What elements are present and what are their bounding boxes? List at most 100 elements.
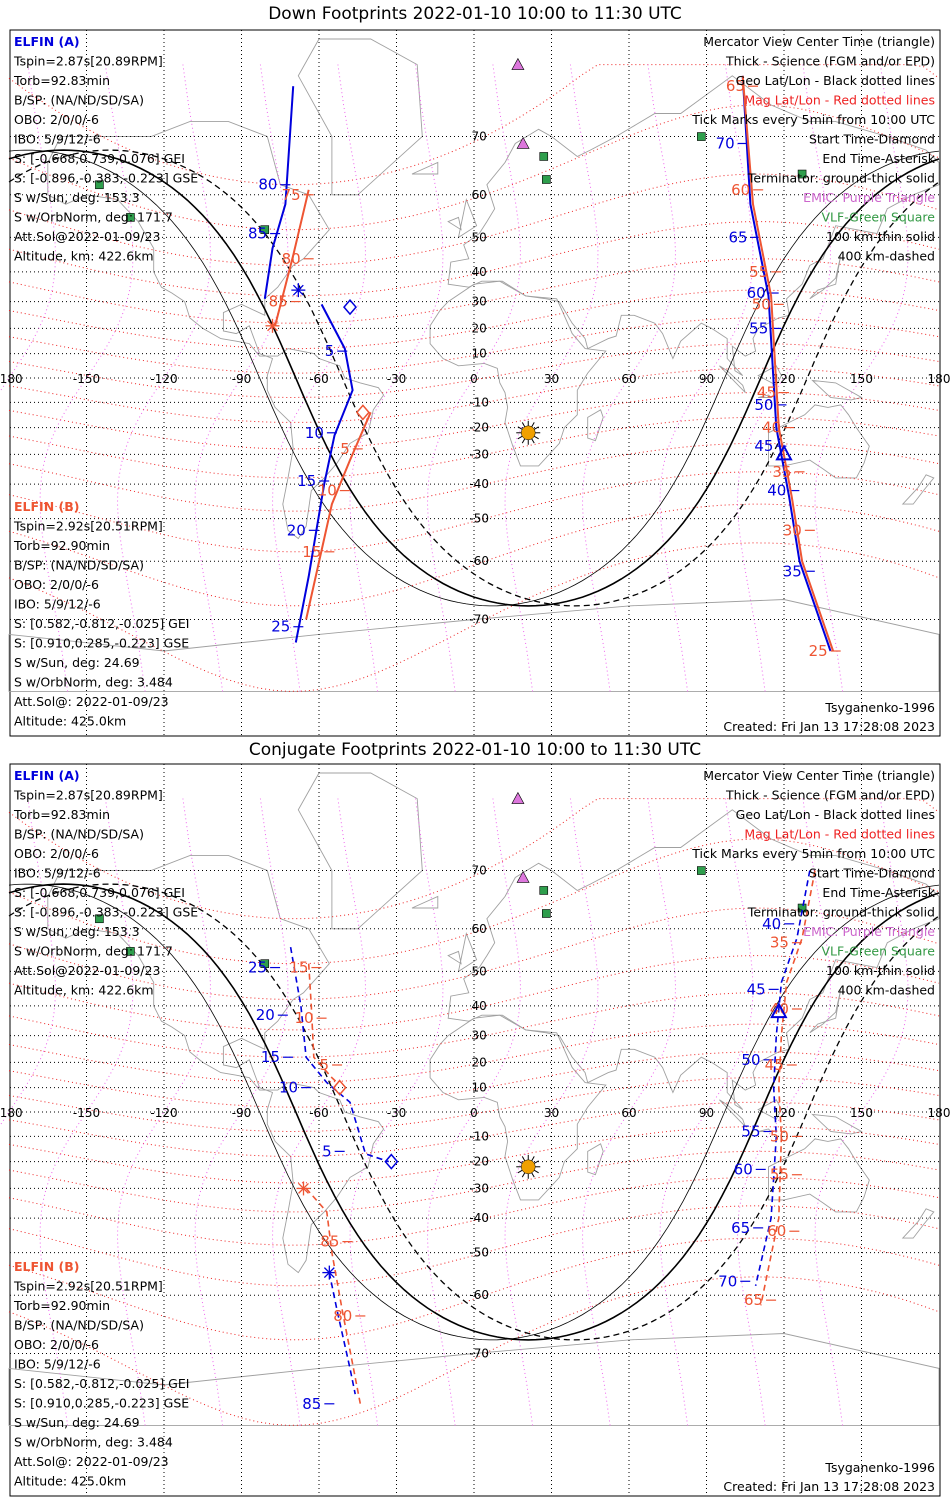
continent-outline [297, 772, 423, 930]
continent-outline [901, 474, 935, 505]
legend-entry: Terminator: ground-thick solid [747, 905, 935, 920]
time-tick-label: 65 [744, 1291, 763, 1309]
legend-entry: Mag Lat/Lon - Red dotted lines [744, 93, 935, 108]
continent-outline [587, 409, 604, 442]
x-tick-label: 150 [850, 1106, 873, 1120]
x-tick-label: 90 [699, 372, 714, 386]
legend-entry: Start Time-Diamond [809, 866, 935, 881]
time-tick-label: 35 [770, 934, 789, 952]
elfin-a-title: ELFIN (A) [14, 768, 80, 783]
vlf-station-marker [542, 175, 551, 184]
legend-entry: Terminator: ground-thick solid [747, 171, 935, 186]
sun-ray [531, 422, 535, 427]
elfin-b-title: ELFIN (B) [14, 1259, 79, 1274]
elfin-b-info-line: Torb=92.90min [13, 538, 110, 553]
elfin-a-info-line: IBO: 5/9/12/-6 [14, 866, 101, 881]
continent-outline [811, 379, 863, 401]
sun-icon [521, 425, 536, 441]
y-tick-label: 60 [472, 188, 487, 202]
time-tick-label: 45 [747, 980, 766, 998]
elfin-b-info-line: S w/Sun, deg: 24.69 [14, 1415, 140, 1430]
continent-outline [47, 121, 385, 540]
y-tick-label: -50 [469, 512, 489, 526]
mag-parallel [8, 343, 940, 399]
sun-ray [534, 426, 539, 430]
footprint-track [307, 963, 338, 1084]
time-tick-label: 50 [752, 295, 771, 313]
footprint-track [328, 1272, 356, 1395]
sun-ray [521, 422, 526, 427]
elfin-b-info-line: IBO: 5/9/12/-6 [14, 1357, 101, 1372]
legend-entry: VLF-Green Square [821, 210, 935, 225]
elfin-b-info-line: Att.Sol@: 2022-01-09/23 [14, 694, 169, 709]
elfin-a-info-line: Att.Sol@2022-01-09/23 [14, 229, 160, 244]
y-tick-label: 60 [472, 922, 487, 936]
time-tick-label: 15 [261, 1048, 280, 1066]
emic-station-marker [516, 870, 530, 883]
elfin-a-info-line: Altitude, km: 422.6km [14, 983, 154, 998]
time-tick-label: 5 [325, 342, 335, 360]
elfin-b-info-line: Tspin=2.92s[20.51RPM] [13, 519, 163, 534]
panel-title-conjugate: Conjugate Footprints 2022-01-10 10:00 to… [248, 740, 702, 760]
footprint-track [305, 411, 372, 620]
sun-ray [534, 1169, 539, 1174]
x-tick-label: -30 [387, 372, 407, 386]
x-tick-label: -180 [0, 1106, 23, 1120]
panel-conjugate: Conjugate Footprints 2022-01-10 10:00 to… [0, 740, 950, 1500]
continent-outline [768, 1138, 870, 1213]
time-tick-label: 60 [747, 284, 766, 302]
y-tick-label: -50 [469, 1246, 489, 1260]
y-tick-label: -10 [469, 395, 489, 409]
terminator-100km [8, 149, 940, 607]
sun-ray [531, 1172, 535, 1178]
time-tick-label: 25 [248, 959, 267, 977]
time-tick-label: 35 [772, 463, 791, 481]
y-tick-label: -60 [469, 1288, 489, 1302]
end-time-asterisk [298, 1183, 309, 1194]
footprint-track [263, 86, 295, 299]
footprint-track [760, 870, 816, 1306]
continent-outline [719, 365, 746, 393]
y-tick-label: -20 [469, 421, 489, 435]
emic-station-marker [511, 791, 525, 804]
elfin-a-info-line: S w/OrbNorm, deg: 171.7 [14, 210, 173, 225]
sun-ray [517, 426, 523, 430]
time-tick-label: 60 [734, 1160, 753, 1178]
elfin-a-info-line: OBO: 2/0/0/-6 [14, 112, 99, 127]
sun-ray [521, 1156, 526, 1161]
elfin-a-info-line: S: [-0.668,0.739,0.076] GEI [14, 151, 185, 166]
mag-parallel [8, 173, 940, 266]
continent-outline [457, 932, 478, 973]
continent-outline [719, 1099, 746, 1127]
time-tick-label: 65 [728, 228, 747, 246]
time-tick-label: 30 [783, 521, 802, 539]
mag-parallel [8, 64, 940, 186]
x-tick-label: -180 [0, 372, 23, 386]
elfin-b-info-line: Altitude: 425.0km [14, 1474, 126, 1489]
elfin-b-info-line: S w/OrbNorm, deg: 3.484 [14, 1435, 173, 1450]
legend-entry: Thick - Science (FGM and/or EPD) [725, 788, 935, 803]
y-tick-label: -70 [469, 612, 489, 626]
elfin-b-info-line: OBO: 2/0/0/-6 [14, 1337, 99, 1352]
time-tick-label: 40 [767, 482, 786, 500]
y-tick-label: 70 [472, 864, 487, 878]
x-tick-label: 120 [773, 372, 796, 386]
continent-outline [758, 394, 773, 398]
legend-entry: Mercator View Center Time (triangle) [703, 34, 935, 49]
time-tick-label: 10 [294, 1009, 313, 1027]
mag-parallel [8, 907, 940, 1000]
vlf-station-marker [539, 886, 549, 895]
y-tick-label: 20 [472, 321, 487, 335]
time-tick-label: 80 [258, 176, 277, 194]
vlf-station-marker [126, 947, 135, 956]
time-tick-label: 10 [279, 1079, 298, 1097]
y-tick-label: -70 [469, 1346, 489, 1360]
elfin-a-info-line: B/SP: (NA/ND/SD/SA) [14, 827, 144, 842]
sun-ray [531, 1156, 535, 1161]
elfin-a-info-line: Altitude, km: 422.6km [14, 249, 154, 264]
legend-entry: Mercator View Center Time (triangle) [703, 768, 935, 783]
time-tick-label: 40 [762, 915, 781, 933]
elfin-b-title: ELFIN (B) [14, 499, 79, 514]
created-timestamp: Created: Fri Jan 13 17:28:08 2023 [723, 719, 935, 734]
time-tick-label: 55 [749, 319, 768, 337]
